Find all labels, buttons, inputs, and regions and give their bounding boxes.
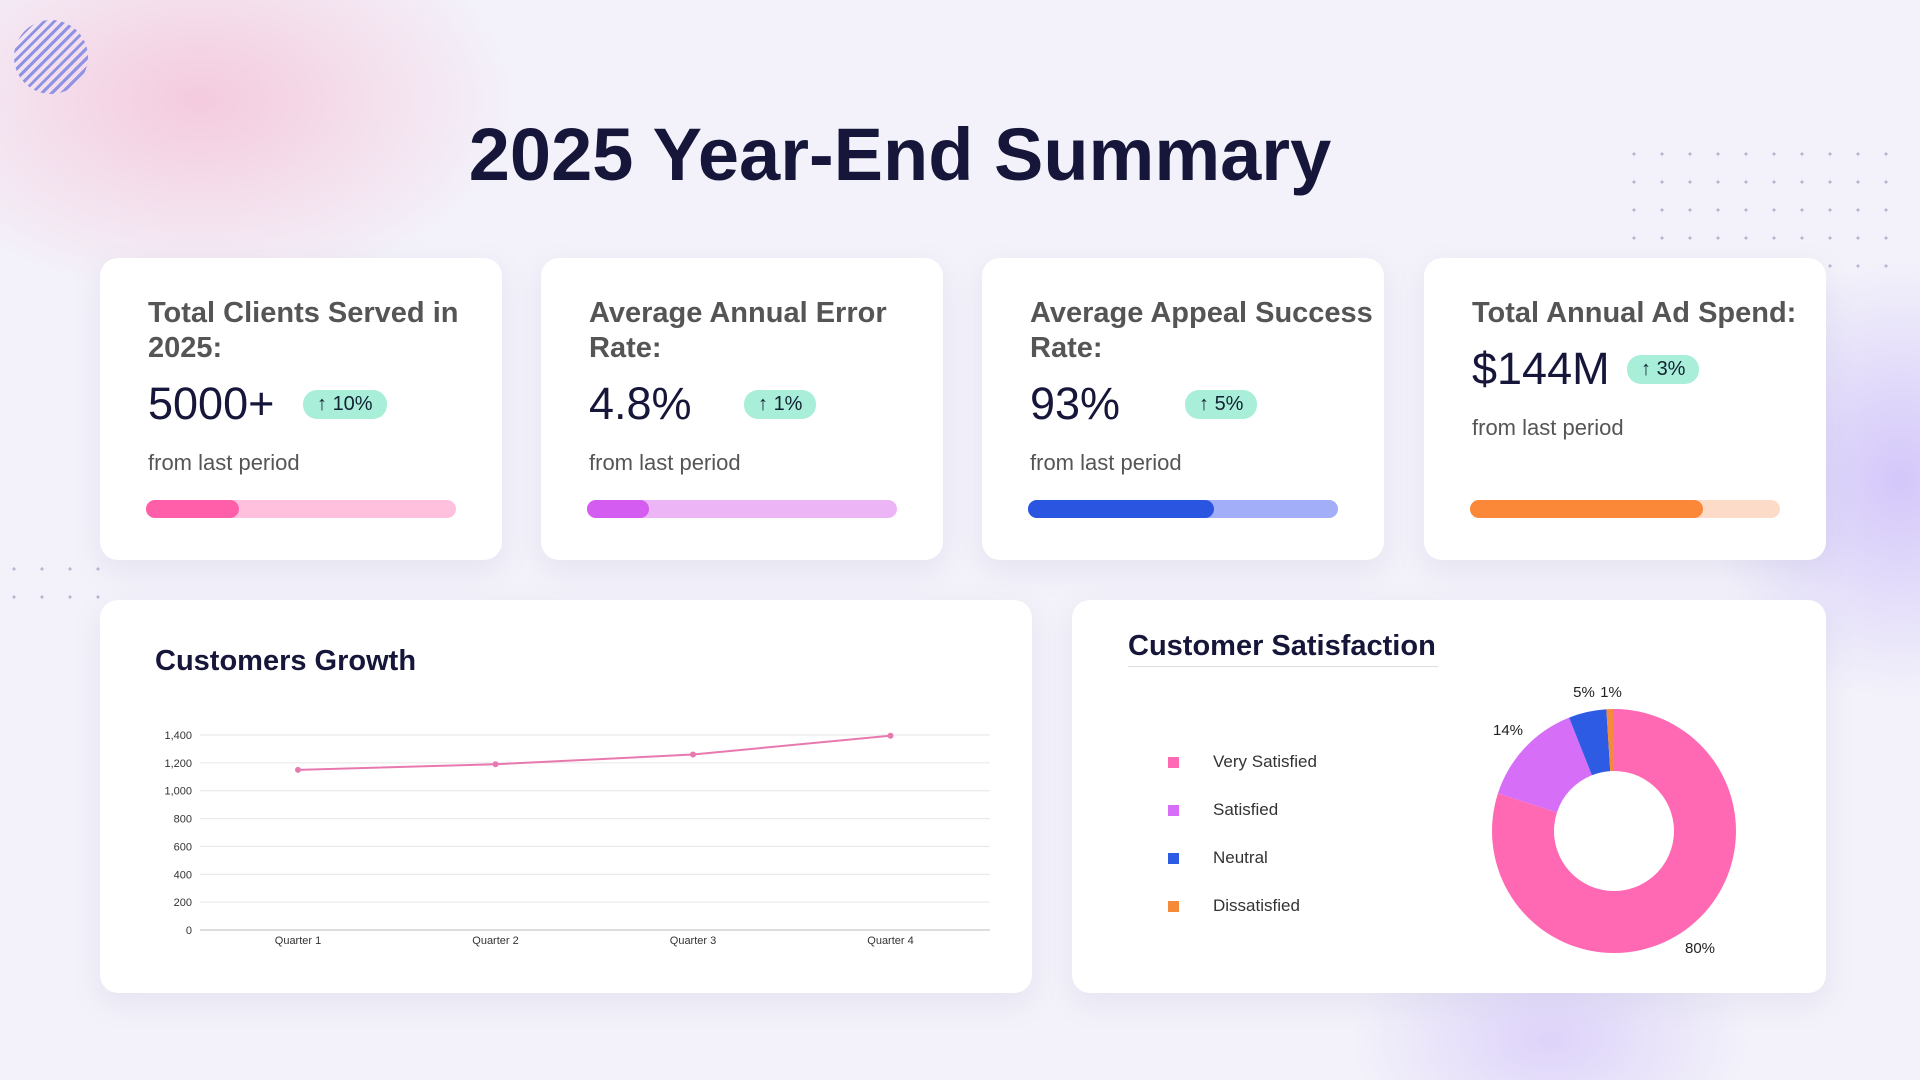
data-point <box>295 766 301 773</box>
kpi-card: Total Annual Ad Spend: $144M ↑ 3% from l… <box>1424 258 1826 560</box>
customers-growth-card: Customers Growth <box>100 600 1032 993</box>
y-tick-label: 1,400 <box>164 730 192 742</box>
data-point <box>492 761 499 768</box>
change-badge: ↑ 3% <box>1627 354 1700 384</box>
kpi-label: Total Annual Ad Spend: <box>1472 297 1797 329</box>
legend-item: Neutral <box>1168 848 1268 868</box>
x-tick-label: Quarter 1 <box>275 935 321 947</box>
kpi-label: Average Appeal Success Rate: <box>1030 297 1373 364</box>
kpi-card: Average Appeal Success Rate: 93% ↑ 5% fr… <box>982 258 1384 560</box>
decorative-dots <box>0 555 100 615</box>
progress-fill <box>1470 500 1703 518</box>
kpi-subtext: from last period <box>148 450 300 475</box>
kpi-value: 93% <box>1030 378 1121 429</box>
customer-satisfaction-card: Customer Satisfaction <box>1072 600 1826 993</box>
legend-item: Very Satisfied <box>1168 752 1317 772</box>
kpi-card: Average Annual Error Rate: 4.8% ↑ 1% fro… <box>541 258 943 560</box>
legend-swatch <box>1168 756 1179 768</box>
progress-fill <box>1028 500 1214 518</box>
legend-label: Satisfied <box>1213 800 1279 819</box>
decorative-circle <box>14 20 88 94</box>
kpi-subtext: from last period <box>589 450 741 475</box>
y-tick-label: 0 <box>186 925 192 937</box>
y-tick-label: 1,000 <box>164 786 192 798</box>
change-value: 5% <box>1214 392 1244 415</box>
legend-swatch <box>1168 852 1179 864</box>
chart-title: Customer Satisfaction <box>1128 628 1438 667</box>
y-tick-label: 1,200 <box>164 758 192 770</box>
legend-label: Dissatisfied <box>1213 896 1300 915</box>
change-badge: ↑ 10% <box>303 389 387 419</box>
arrow-up-icon: ↑ <box>317 392 333 415</box>
change-value: 3% <box>1656 357 1686 380</box>
series-line <box>297 734 891 771</box>
legend-item: Dissatisfied <box>1168 896 1300 916</box>
x-tick-label: Quarter 3 <box>670 935 716 947</box>
progress-fill <box>146 500 239 518</box>
kpi-value: $144M <box>1472 343 1610 394</box>
page-title: 2025 Year-End Summary <box>468 113 1332 196</box>
change-value: 1% <box>773 392 803 415</box>
legend-label: Very Satisfied <box>1213 752 1317 771</box>
kpi-value: 4.8% <box>589 378 692 429</box>
arrow-up-icon: ↑ <box>758 392 774 415</box>
change-value: 10% <box>332 392 373 415</box>
change-badge: ↑ 1% <box>744 389 817 419</box>
arrow-up-icon: ↑ <box>1199 392 1215 415</box>
progress-bar <box>146 500 456 518</box>
progress-fill <box>587 500 649 518</box>
kpi-label: Average Annual Error Rate: <box>589 297 887 364</box>
legend-item: Satisfied <box>1168 800 1278 820</box>
legend-swatch <box>1168 900 1179 912</box>
y-tick-label: 800 <box>174 814 192 826</box>
progress-bar <box>587 500 897 518</box>
kpi-value: 5000+ <box>148 378 275 429</box>
y-tick-label: 400 <box>174 869 192 881</box>
legend-label: Neutral <box>1213 848 1268 867</box>
x-tick-label: Quarter 2 <box>472 935 518 947</box>
x-tick-label: Quarter 4 <box>867 935 913 947</box>
data-point <box>690 751 696 758</box>
y-tick-label: 600 <box>174 841 192 853</box>
chart-title: Customers Growth <box>155 645 417 677</box>
progress-bar <box>1470 500 1780 518</box>
kpi-subtext: from last period <box>1472 415 1624 440</box>
legend-swatch <box>1168 804 1179 816</box>
arrow-up-icon: ↑ <box>1641 357 1657 380</box>
kpi-card: Total Clients Served in 2025: 5000+ ↑ 10… <box>100 258 502 560</box>
change-badge: ↑ 5% <box>1185 389 1258 419</box>
progress-bar <box>1028 500 1338 518</box>
kpi-subtext: from last period <box>1030 450 1182 475</box>
data-point <box>887 732 894 739</box>
y-tick-label: 200 <box>174 897 192 909</box>
kpi-label: Total Clients Served in 2025: <box>148 297 459 364</box>
